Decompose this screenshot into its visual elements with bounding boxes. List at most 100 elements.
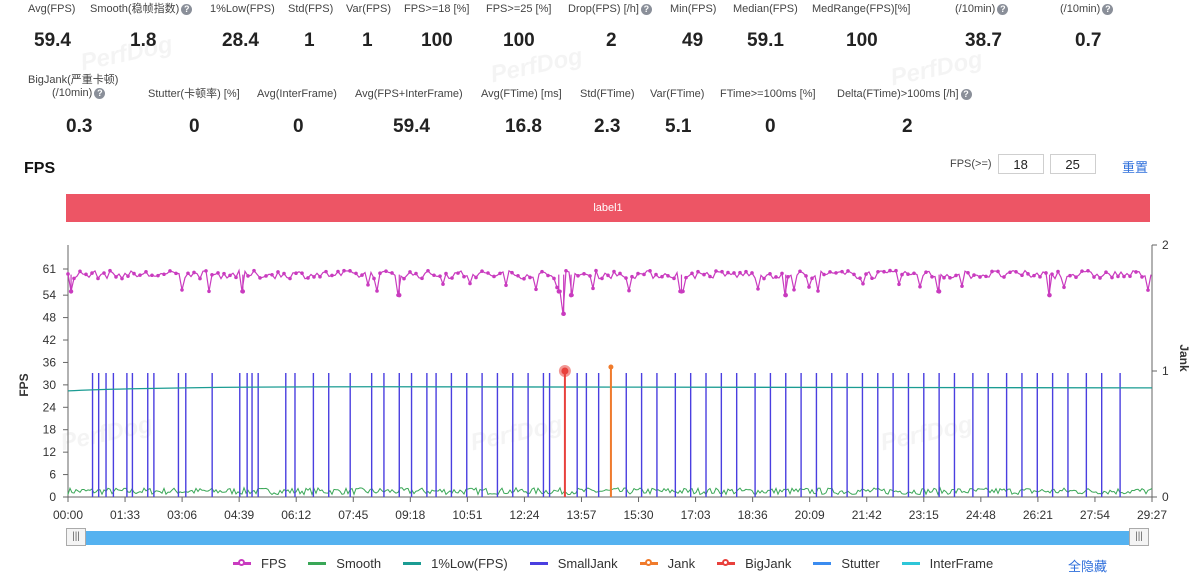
fps-point xyxy=(468,281,472,286)
fps-point xyxy=(966,270,970,275)
fps-point xyxy=(768,272,772,276)
slider-right-handle[interactable]: ||| xyxy=(1129,528,1149,546)
x-tick-label: 17:03 xyxy=(681,508,711,522)
label-band[interactable]: label1 xyxy=(66,194,1150,222)
stat-label: Var(FTime) xyxy=(650,88,704,101)
fps-point xyxy=(630,274,634,279)
fps-point xyxy=(894,268,898,273)
stat-value: 2.3 xyxy=(594,116,621,137)
legend-swatch xyxy=(639,559,658,566)
fps-point xyxy=(798,269,802,274)
legend-item[interactable]: Smooth xyxy=(308,556,381,571)
fps-point xyxy=(180,288,184,292)
threshold-input-2[interactable] xyxy=(1049,154,1096,174)
fps-dip-point xyxy=(936,289,942,294)
slider-left-handle[interactable]: ||| xyxy=(66,528,86,546)
fps-point xyxy=(1044,271,1048,275)
fps-point xyxy=(582,272,586,276)
x-tick-label: 15:30 xyxy=(624,508,654,522)
y-tick-label: 0 xyxy=(49,490,56,504)
stat-label-text: Var(FPS) xyxy=(346,3,392,15)
fps-point xyxy=(360,273,364,277)
fps-point xyxy=(342,268,346,273)
stat-value: 1.8 xyxy=(130,30,157,51)
fps-point xyxy=(162,272,166,277)
stat-label-text: Min(FPS) xyxy=(670,3,717,15)
x-tick-label: 20:09 xyxy=(795,508,825,522)
x-tick-label: 23:15 xyxy=(909,508,939,522)
fps-point xyxy=(924,270,928,274)
help-icon[interactable]: ? xyxy=(1102,3,1114,15)
stat-value: 5.1 xyxy=(665,116,692,137)
help-icon[interactable]: ? xyxy=(640,3,652,15)
fps-point xyxy=(516,273,520,278)
fps-point xyxy=(462,274,466,279)
legend-item[interactable]: Stutter xyxy=(813,556,880,571)
stat-label: Var(FPS) xyxy=(346,3,391,16)
reset-button[interactable]: 重置 xyxy=(1122,160,1149,175)
fps-point xyxy=(366,283,370,287)
y-tick-label: 18 xyxy=(43,423,57,437)
stat-label: Std(FTime) xyxy=(580,88,635,101)
fps-point xyxy=(1008,270,1012,275)
fps-point xyxy=(591,286,595,291)
fps-point xyxy=(378,271,382,276)
stat-label: Smooth(稳帧指数)? xyxy=(90,3,193,16)
fps-point xyxy=(810,276,814,281)
threshold-input-1[interactable] xyxy=(997,154,1044,174)
y-tick-label: 12 xyxy=(43,445,57,459)
fps-point xyxy=(510,270,514,275)
legend-label: BigJank xyxy=(745,556,792,571)
fps-point xyxy=(258,276,262,280)
fps-point xyxy=(384,269,388,273)
x-tick-label: 06:12 xyxy=(281,508,311,522)
stat-label-text: Smooth(稳帧指数) xyxy=(90,3,180,15)
fps-point xyxy=(942,275,946,280)
legend-item[interactable]: FPS xyxy=(233,556,286,571)
fps-point xyxy=(288,276,292,281)
fps-point xyxy=(336,269,340,274)
help-icon[interactable]: ? xyxy=(960,88,972,100)
legend-item[interactable]: Jank xyxy=(639,556,695,571)
fps-point xyxy=(294,271,298,276)
jank-marker xyxy=(608,364,614,370)
fps-point xyxy=(954,273,958,278)
fps-point xyxy=(822,272,826,277)
fps-point xyxy=(846,269,850,273)
x-tick-label: 24:48 xyxy=(966,508,996,522)
fps-point xyxy=(726,270,730,275)
fps-point xyxy=(627,288,631,293)
help-icon[interactable]: ? xyxy=(94,87,106,99)
x-tick-label: 01:33 xyxy=(110,508,140,522)
stat-label-text: Avg(FPS) xyxy=(28,3,76,15)
stat-label-text: Avg(FPS+InterFrame) xyxy=(355,88,463,100)
fps-dip-point xyxy=(397,292,402,298)
hide-all-button[interactable]: 全隐藏 xyxy=(1068,559,1108,574)
fps-point xyxy=(207,289,211,294)
help-icon[interactable]: ? xyxy=(997,3,1009,15)
fps-point xyxy=(918,284,922,289)
x-tick-label: 03:06 xyxy=(167,508,197,522)
fps-point xyxy=(138,273,142,277)
fps-dip-point xyxy=(240,289,246,294)
section-title: FPS xyxy=(24,160,56,177)
fps-point xyxy=(888,268,892,273)
legend-item[interactable]: SmallJank xyxy=(529,556,618,571)
fps-point xyxy=(834,271,838,275)
legend-item[interactable]: InterFrame xyxy=(901,556,993,571)
fps-point xyxy=(534,287,538,292)
legend-item[interactable]: 1%Low(FPS) xyxy=(403,556,508,571)
time-range-slider[interactable] xyxy=(68,531,1148,545)
stat-label-text: Drop(FPS) [/h] xyxy=(568,3,639,15)
x-tick-label: 04:39 xyxy=(224,508,254,522)
fps-point xyxy=(1098,276,1102,280)
fps-point xyxy=(852,272,856,277)
help-icon[interactable]: ? xyxy=(181,3,193,15)
legend-swatch xyxy=(233,559,251,566)
stat-label: Avg(FPS+InterFrame) xyxy=(355,88,463,101)
fps-point xyxy=(300,271,304,275)
fps-point xyxy=(702,272,706,277)
legend-item[interactable]: BigJank xyxy=(717,556,791,571)
stat-label-text: 1%Low(FPS) xyxy=(210,3,275,15)
